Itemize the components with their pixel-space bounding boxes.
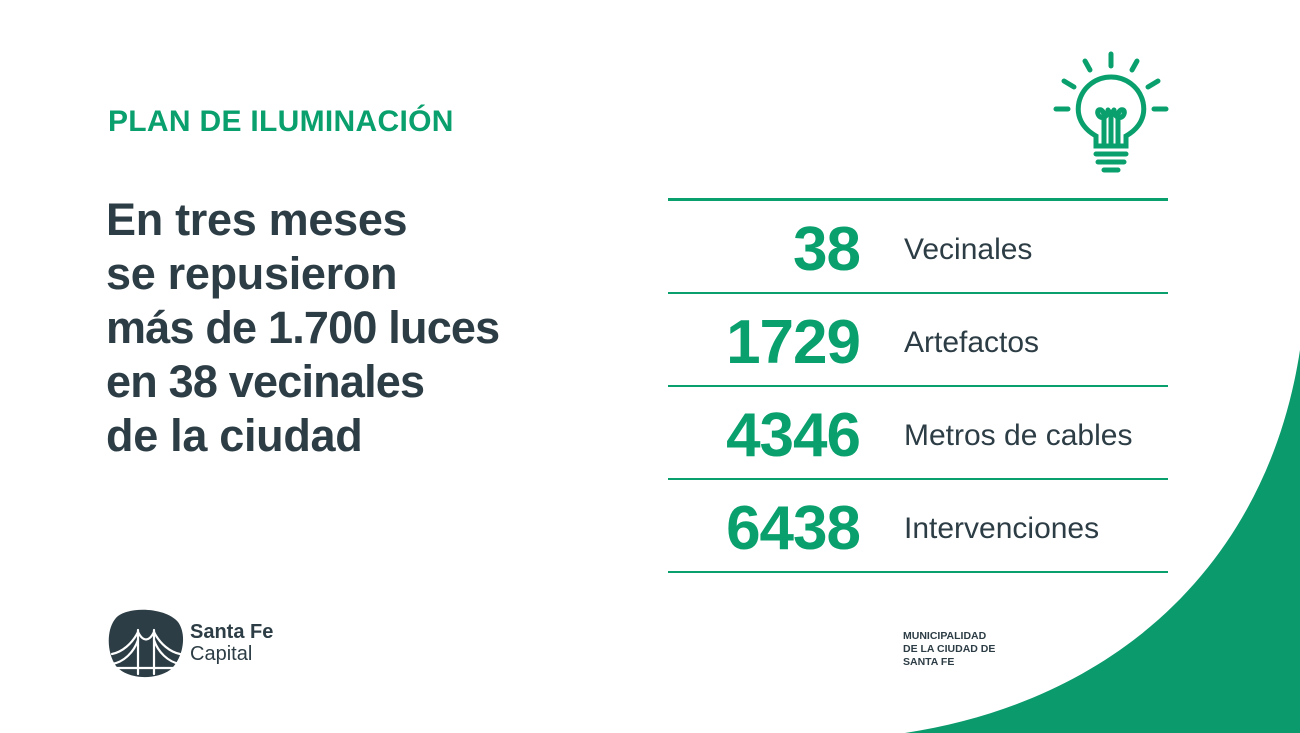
municipality-line-2: DE LA CIUDAD DE	[903, 643, 996, 655]
headline-line-4: en 38 vecinales	[106, 356, 425, 407]
stat-label: Artefactos	[904, 325, 1040, 359]
stats-table: 38 Vecinales 1729 Artefactos 4346 Metros…	[668, 198, 1168, 573]
headline-line-2: se repusieron	[106, 248, 398, 299]
santa-fe-capital-logo: Santa Fe Capital	[108, 608, 273, 678]
stat-row: 4346 Metros de cables	[668, 387, 1168, 480]
bridge-logo-icon	[108, 609, 184, 678]
headline-line-5: de la ciudad	[106, 410, 363, 461]
stat-row: 6438 Intervenciones	[668, 480, 1168, 573]
municipality-line-1: MUNICIPALIDAD	[903, 630, 987, 642]
logo-name: Santa Fe	[190, 621, 274, 643]
section-kicker: PLAN DE ILUMINACIÓN	[108, 105, 454, 138]
headline-line-1: En tres meses	[106, 194, 408, 245]
stat-value: 4346	[726, 400, 861, 470]
municipality-credit: MUNICIPALIDAD DE LA CIUDAD DE SANTA FE	[903, 630, 1033, 669]
headline-line-3: más de 1.700 luces	[106, 302, 500, 353]
stat-label: Metros de cables	[904, 418, 1133, 452]
municipality-line-3: SANTA FE	[903, 656, 955, 668]
logo-sub: Capital	[190, 643, 253, 665]
stat-row: 1729 Artefactos	[668, 294, 1168, 387]
logo-wordmark: Santa Fe Capital	[190, 621, 273, 665]
stat-value: 1729	[726, 307, 861, 377]
stat-value: 38	[793, 214, 861, 284]
stat-value: 6438	[726, 493, 861, 563]
stats-top-rule	[668, 198, 1168, 201]
stat-label: Vecinales	[904, 232, 1033, 266]
stat-label: Intervenciones	[904, 511, 1100, 545]
stat-row: 38 Vecinales	[668, 201, 1168, 294]
headline: En tres meses se repusieron más de 1.700…	[106, 193, 500, 463]
light-bulb-icon	[1053, 51, 1169, 173]
